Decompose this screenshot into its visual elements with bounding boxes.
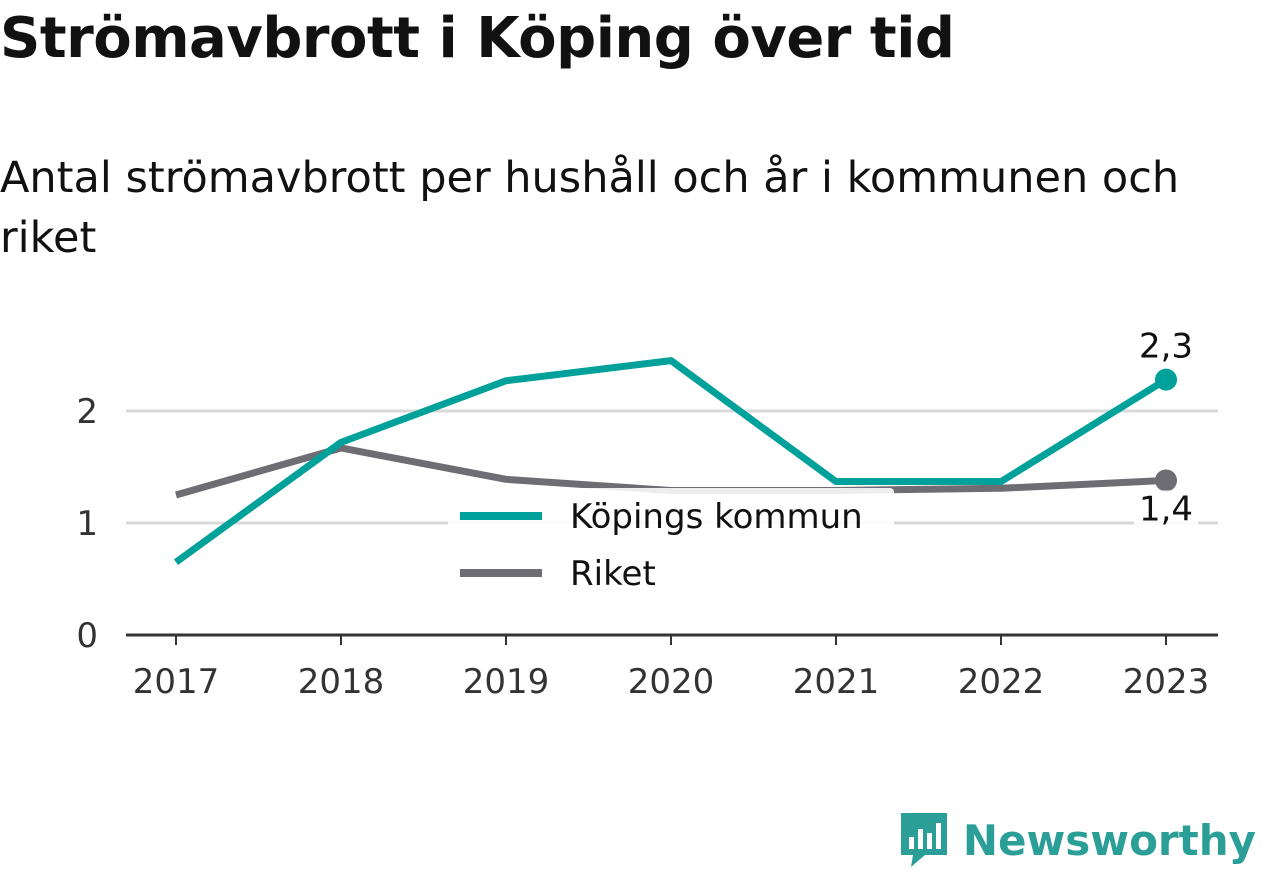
end-label-bg-1 (1134, 490, 1198, 531)
x-tick-label-2021: 2021 (793, 662, 880, 702)
end-labels: 2,3 1,4 (1134, 327, 1198, 531)
x-tick-label-2020: 2020 (628, 662, 715, 702)
end-label-0: 2,3 (1139, 327, 1193, 367)
x-axis: 2017 2018 2019 2020 2021 2022 2023 (126, 633, 1218, 702)
legend-label-1: Riket (570, 554, 656, 594)
series-line-kopings-kommun (173, 357, 1168, 566)
legend-background (448, 488, 894, 606)
chart-title: Strömavbrott i Köping över tid (0, 6, 955, 71)
legend: Köpings kommun Riket (448, 488, 894, 606)
newsworthy-logo: Newsworthy (899, 811, 1256, 869)
y-tick-label-0: 0 (76, 616, 98, 656)
end-label-1: 1,4 (1139, 489, 1193, 529)
x-tick-label-2023: 2023 (1123, 662, 1210, 702)
chart-subtitle: Antal strömavbrott per hushåll och år i … (0, 153, 1180, 263)
x-tick-label-2017: 2017 (133, 662, 220, 702)
y-tick-label-2: 2 (76, 392, 98, 432)
brand-name: Newsworthy (962, 815, 1256, 865)
newsworthy-logo-icon (900, 813, 947, 867)
end-point-0 (1155, 368, 1177, 391)
y-tick-labels: 0 1 2 (76, 392, 98, 656)
legend-label-0: Köpings kommun (570, 497, 863, 537)
y-tick-label-1: 1 (76, 504, 98, 544)
x-tick-label-2018: 2018 (298, 662, 385, 702)
x-tick-label-2022: 2022 (958, 662, 1045, 702)
x-tick-label-2019: 2019 (463, 662, 550, 702)
end-point-1 (1155, 469, 1177, 492)
